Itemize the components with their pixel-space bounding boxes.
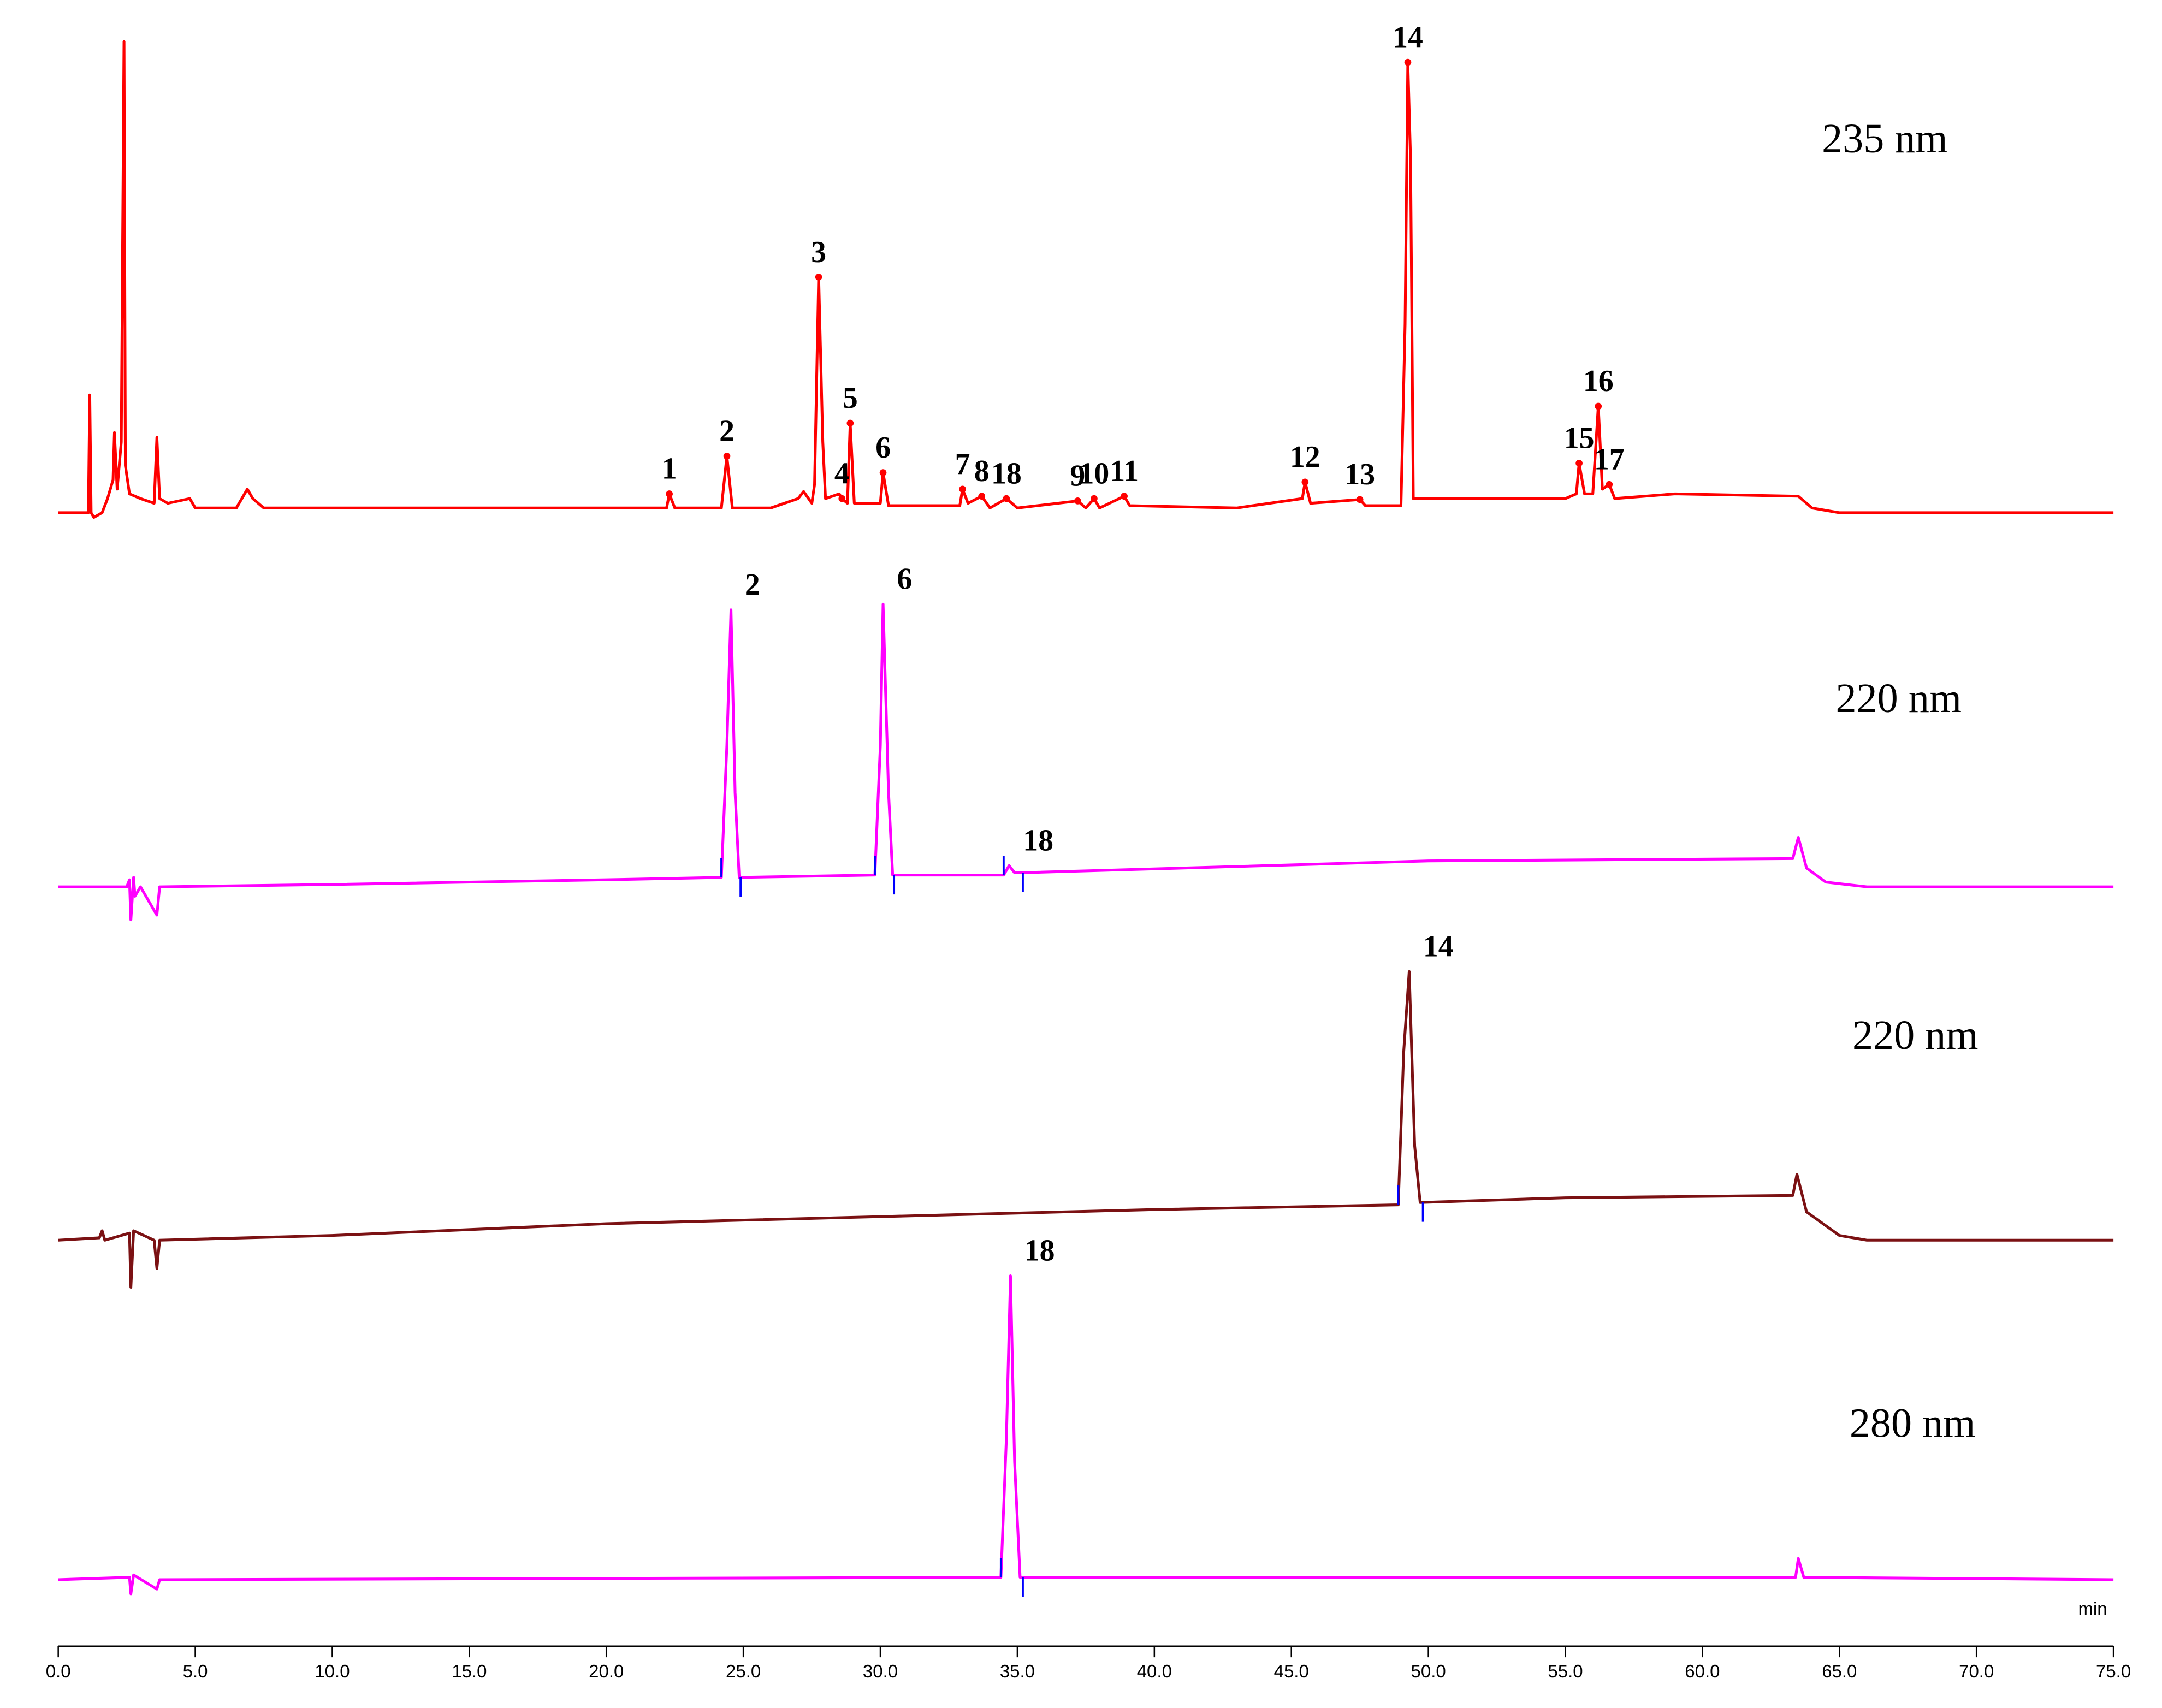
peak-marker — [1356, 496, 1364, 503]
peak-label: 1 — [662, 452, 677, 486]
peak-label: 14 — [1393, 20, 1423, 54]
x-tick-label: 50.0 — [1411, 1661, 1446, 1681]
peak-label: 5 — [843, 381, 858, 415]
x-axis-label: min — [2078, 1599, 2107, 1619]
peak-label: 18 — [991, 456, 1022, 490]
peak-label: 8 — [974, 454, 990, 488]
x-tick-label: 0.0 — [46, 1661, 71, 1681]
x-tick-label: 15.0 — [452, 1661, 487, 1681]
x-tick-label: 65.0 — [1822, 1661, 1857, 1681]
peak-marker — [815, 274, 822, 281]
x-tick-label: 10.0 — [315, 1661, 350, 1681]
x-tick-label: 60.0 — [1685, 1661, 1720, 1681]
x-tick-label: 40.0 — [1137, 1661, 1172, 1681]
peak-label: 6 — [897, 562, 912, 596]
peak-label: 9 — [1070, 459, 1085, 493]
peak-label: 18 — [1024, 1234, 1055, 1268]
x-tick-label: 55.0 — [1548, 1661, 1583, 1681]
peak-marker — [1404, 58, 1412, 66]
peak-label: 11 — [1110, 454, 1139, 488]
trace — [58, 970, 2114, 1289]
peak-marker — [846, 419, 854, 427]
peak-label: 17 — [1594, 442, 1625, 476]
x-tick-label: 35.0 — [1000, 1661, 1035, 1681]
wavelength-label: 235 nm — [1822, 116, 1948, 162]
peak-label: 13 — [1344, 458, 1375, 491]
peak-label: 14 — [1423, 930, 1454, 964]
x-tick-label: 30.0 — [863, 1661, 898, 1681]
x-tick-label: 75.0 — [2096, 1661, 2131, 1681]
peak-marker — [1595, 402, 1602, 410]
peak-marker — [666, 490, 673, 497]
peak-marker — [1301, 478, 1309, 486]
peak-marker — [1003, 495, 1010, 502]
peak-label: 15 — [1564, 422, 1595, 455]
peak-label: 6 — [875, 431, 891, 465]
peak-label: 12 — [1290, 440, 1320, 474]
trace — [58, 1274, 2114, 1596]
peak-marker — [723, 453, 731, 460]
peak-label: 16 — [1583, 364, 1614, 398]
x-tick-label: 20.0 — [589, 1661, 624, 1681]
trace — [58, 40, 2114, 519]
peak-marker — [1121, 493, 1128, 500]
peak-label: 2 — [745, 568, 760, 602]
peak-marker — [978, 493, 986, 500]
peak-marker — [838, 495, 846, 502]
peak-marker — [1606, 481, 1613, 488]
x-tick-label: 5.0 — [183, 1661, 208, 1681]
x-tick-label: 45.0 — [1274, 1661, 1309, 1681]
wavelength-label: 220 nm — [1852, 1012, 1978, 1058]
x-tick-label: 70.0 — [1959, 1661, 1994, 1681]
wavelength-label: 280 nm — [1850, 1400, 1975, 1446]
peak-marker — [1074, 497, 1081, 505]
peak-label: 18 — [1023, 824, 1053, 858]
peak-label: 2 — [719, 414, 735, 448]
x-tick-label: 25.0 — [726, 1661, 761, 1681]
peak-marker — [1091, 495, 1098, 502]
peak-label: 3 — [811, 235, 826, 269]
wavelength-label: 220 nm — [1836, 675, 1962, 721]
trace — [58, 602, 2114, 922]
peak-marker — [959, 485, 966, 493]
peak-marker — [1575, 460, 1583, 467]
peak-label: 7 — [955, 447, 970, 481]
peak-label: 4 — [834, 456, 850, 490]
peak-label: 10 — [1079, 456, 1110, 490]
peak-marker — [879, 469, 887, 476]
